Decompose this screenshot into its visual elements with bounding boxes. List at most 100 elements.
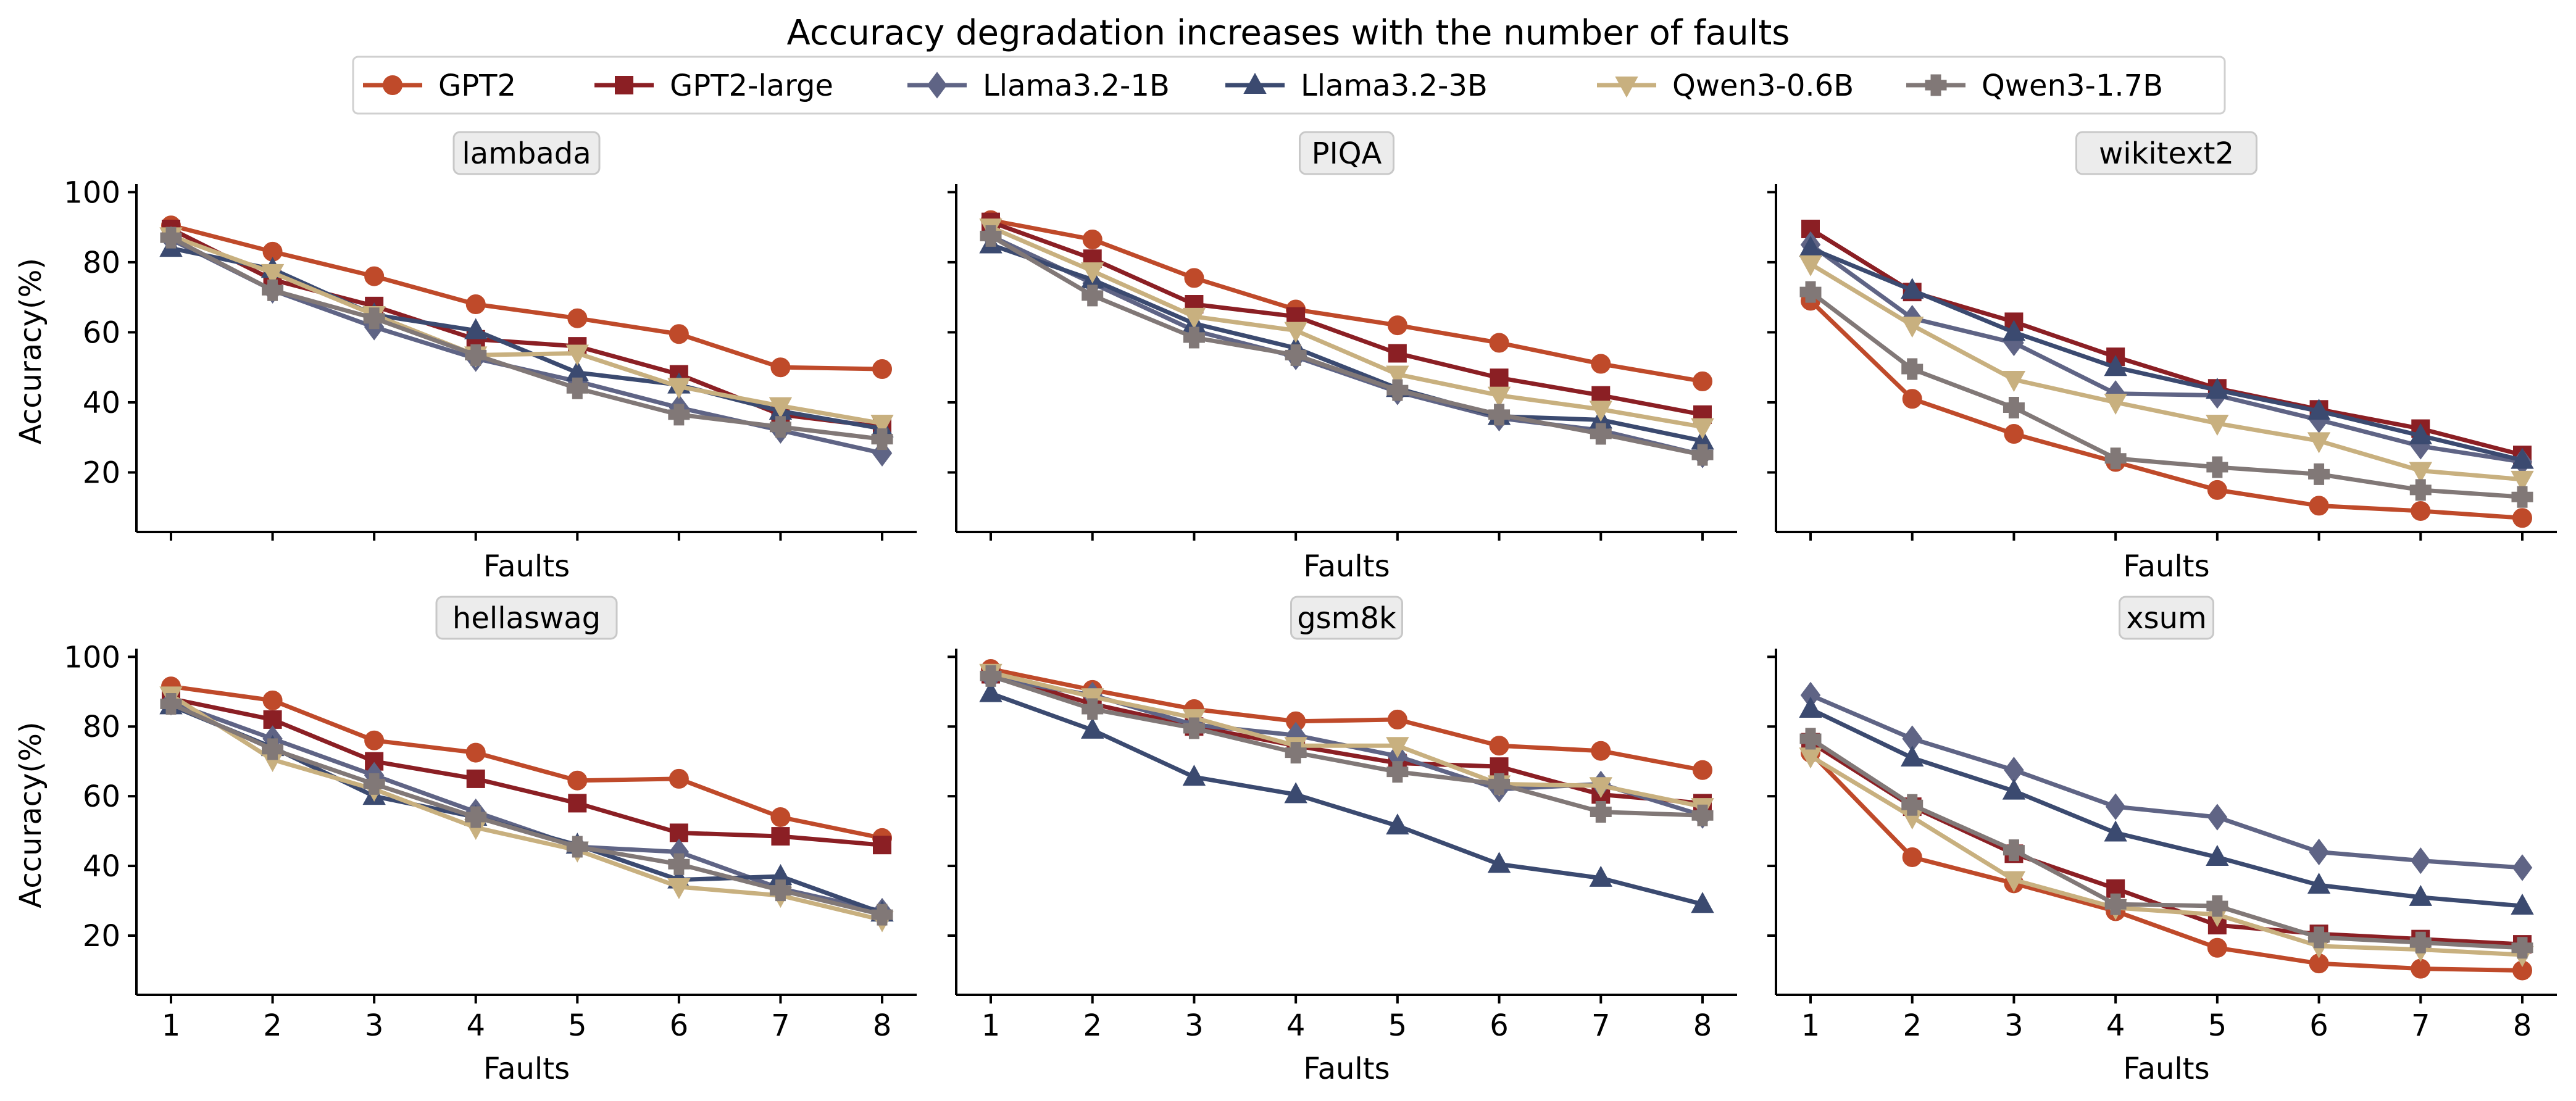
marker-qwen3-1.7b-2 [363, 773, 385, 795]
marker-qwen3-1.7b-7 [2511, 486, 2533, 508]
marker-qwen3-0.6b-0 [1799, 255, 1822, 276]
marker-gpt2-5 [669, 324, 689, 344]
panel-title-box [435, 596, 618, 640]
marker-gpt2-4 [2207, 937, 2227, 958]
marker-llama3.2-3b-4 [1386, 813, 1409, 835]
marker-llama3.2-3b-7 [2511, 893, 2534, 915]
series-line [990, 225, 1703, 430]
marker-llama3.2-1b-3 [2105, 793, 2126, 820]
legend-item-qwen3-1.7b: Qwen3-1.7B [1906, 69, 2163, 103]
marker-gpt2-large-6 [771, 827, 790, 846]
marker-qwen3-1.7b-0 [980, 665, 1002, 687]
marker-llama3.2-3b-5 [2307, 873, 2331, 894]
marker-qwen3-0.6b-5 [667, 878, 691, 900]
marker-qwen3-0.6b-4 [1386, 365, 1409, 387]
marker-gpt2-1 [1902, 847, 1922, 867]
series-line [1809, 290, 2523, 499]
marker-gpt2-large-7 [873, 836, 891, 855]
x-tick-label: 7 [2411, 1008, 2430, 1043]
x-tick-label: 1 [162, 1008, 181, 1043]
panel-gsm8k: 1 2 3 4 5 6 7 8 Faults gsm8k [948, 596, 1737, 1086]
marker-gpt2-2 [364, 730, 385, 750]
panel-title-text: PIQA [1312, 136, 1382, 171]
marker-llama3.2-3b-4 [2206, 844, 2229, 866]
marker-llama3.2-3b-1 [1901, 278, 1924, 299]
marker-gpt2-1 [1082, 229, 1103, 249]
marker-gpt2-4 [567, 308, 588, 328]
marker-qwen3-1.7b-4 [1386, 761, 1409, 783]
marker-qwen3-1.7b-4 [2206, 895, 2228, 917]
panel-wikitext2: Faults wikitext2 [1767, 131, 2557, 584]
panel-title: hellaswag [435, 596, 618, 640]
x-axis-label: Faults [2123, 1052, 2209, 1086]
x-tick-label: 4 [466, 1008, 485, 1043]
series-line [990, 667, 1703, 773]
y-tick-label: 40 [83, 386, 120, 420]
marker-gpt2-7 [1693, 760, 1712, 780]
panel-title-text: hellaswag [452, 601, 601, 636]
marker-gpt2-large-5 [669, 823, 688, 842]
marker-qwen3-0.6b-2 [2002, 371, 2026, 393]
marker-llama3.2-3b-3 [1284, 782, 1307, 804]
marker-qwen3-0.6b-3 [2104, 393, 2127, 415]
panel-title-box [2119, 596, 2214, 640]
x-tick-label: 6 [670, 1008, 689, 1043]
legend-label: Llama3.2-1B [983, 69, 1170, 103]
marker-qwen3-1.7b-2 [1183, 717, 1205, 739]
y-tick-label: 60 [83, 779, 120, 814]
series-llama3.2-3b [1799, 696, 2534, 915]
panels: 20 40 60 80 100 Faults Accuracy(%) lambada Fault… [14, 131, 2557, 1086]
series-line [170, 236, 883, 442]
marker-qwen3-1.7b-1 [1901, 794, 1924, 816]
y-tick-label: 80 [83, 246, 120, 280]
marker-qwen3-1.7b-2 [1183, 326, 1205, 349]
marker-qwen3-1.7b-4 [566, 377, 588, 399]
marker-legend-qwen3-0.6b-4 [1615, 77, 1638, 98]
marker-qwen3-1.7b-3 [1285, 344, 1307, 366]
x-axis-label: Faults [483, 549, 570, 584]
x-tick-label: 6 [1490, 1008, 1509, 1043]
marker-gpt2-2 [2004, 424, 2024, 444]
x-tick-label: 4 [1286, 1008, 1306, 1043]
marker-qwen3-1.7b-0 [980, 225, 1002, 247]
y-axis-label: Accuracy(%) [14, 258, 48, 444]
panel-title-box [1290, 596, 1403, 640]
marker-gpt2-large-4 [1388, 344, 1407, 363]
marker-qwen3-1.7b-4 [2206, 456, 2228, 478]
legend-item-gpt2: GPT2 [363, 69, 516, 103]
x-axis-label: Faults [1303, 549, 1390, 584]
series-line [1809, 262, 2523, 482]
marker-gpt2-5 [1489, 333, 1509, 353]
series-llama3.2-1b [1800, 681, 2533, 881]
panel-title: gsm8k [1290, 596, 1403, 640]
x-tick-label: 5 [568, 1008, 587, 1043]
marker-llama3.2-1b-6 [2411, 847, 2431, 875]
panel-hellaswag: 20 40 60 80 100 1 2 3 4 5 6 7 8 Faults Accuracy(%) hell… [14, 596, 917, 1086]
marker-gpt2-large-4 [568, 794, 587, 813]
marker-gpt2-5 [669, 768, 689, 789]
marker-qwen3-1.7b-4 [1386, 379, 1409, 401]
marker-gpt2-large-5 [1490, 757, 1509, 776]
y-axis-label: Accuracy(%) [14, 721, 48, 908]
marker-gpt2-4 [1387, 315, 1407, 336]
series-qwen3-0.6b [1799, 255, 2534, 492]
x-tick-label: 5 [2208, 1008, 2227, 1043]
series-gpt2 [161, 676, 892, 848]
y-tick-label: 80 [83, 710, 120, 744]
series-qwen3-1.7b [980, 665, 1714, 826]
marker-qwen3-1.7b-6 [1590, 801, 1612, 823]
marker-gpt2-1 [1902, 389, 1922, 409]
marker-gpt2-large-3 [466, 769, 485, 788]
marker-llama3.2-1b-4 [2207, 804, 2228, 831]
series-line [170, 223, 883, 372]
x-tick-label: 8 [2513, 1008, 2532, 1043]
marker-qwen3-0.6b-1 [1901, 317, 1924, 338]
y-tick-label: 20 [83, 919, 120, 954]
x-tick-label: 2 [1903, 1008, 1922, 1043]
series-line [170, 234, 883, 426]
series-line [1809, 693, 2523, 870]
marker-qwen3-1.7b-0 [160, 693, 182, 715]
marker-legend-qwen3-1.7b-5 [1925, 74, 1947, 96]
legend-item-llama3.2-3b: Llama3.2-3B [1225, 69, 1488, 103]
marker-qwen3-1.7b-6 [2409, 931, 2432, 954]
